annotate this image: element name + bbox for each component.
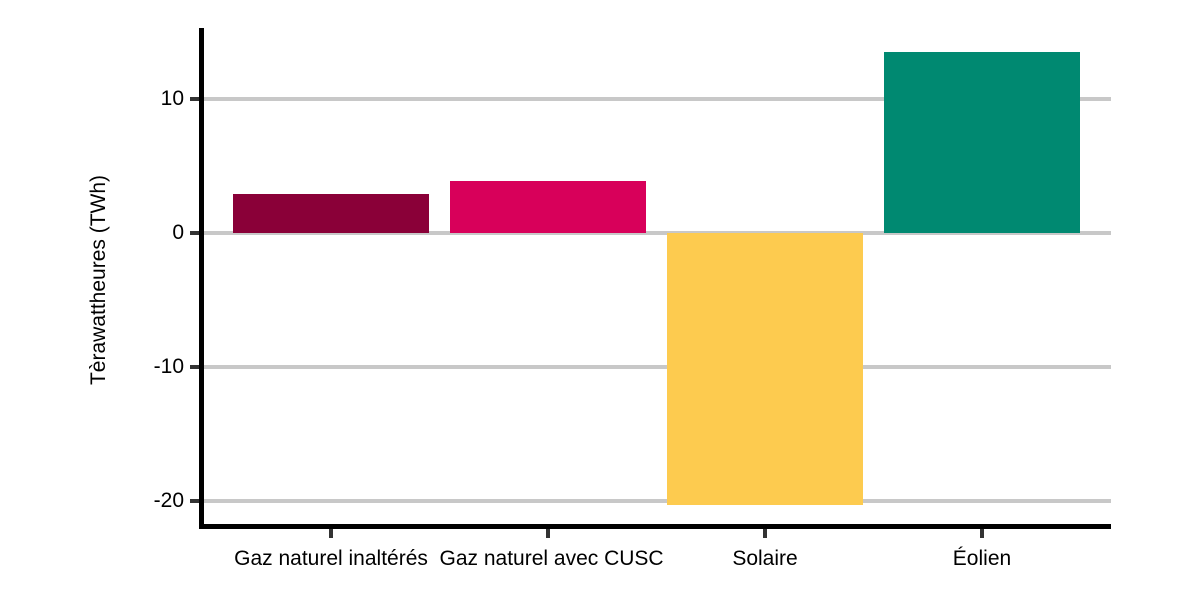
- y-axis-tick-label: -10: [153, 355, 184, 378]
- y-axis-tick: [190, 499, 199, 503]
- gridline-y-10: [204, 97, 1111, 101]
- x-axis-tick: [980, 529, 984, 538]
- y-axis-tick-label: 0: [172, 221, 184, 244]
- y-axis-tick: [190, 231, 199, 235]
- x-axis-tick: [763, 529, 767, 538]
- x-axis-label-gaz-naturel-avec-cusc: Gaz naturel avec CUSC: [439, 547, 664, 570]
- gridline-y--10: [204, 365, 1111, 369]
- gridline-y--20: [204, 499, 1111, 503]
- bar-gaz-naturel-avec-cusc: [450, 180, 646, 233]
- bar-eolien: [884, 52, 1080, 233]
- bar-solaire: [667, 233, 863, 506]
- y-axis-line: [199, 28, 204, 529]
- x-axis-line: [199, 524, 1111, 529]
- y-axis-tick: [190, 97, 199, 101]
- x-axis-label-eolien: Éolien: [952, 547, 1012, 570]
- y-axis-tick-label: 10: [160, 87, 184, 110]
- bar-gaz-naturel-inalteres: [233, 194, 429, 233]
- x-axis-tick: [546, 529, 550, 538]
- x-axis-label-gaz-naturel-inalteres: Gaz naturel inaltérés: [234, 547, 428, 570]
- y-axis-tick: [190, 365, 199, 369]
- x-axis-label-solaire: Solaire: [732, 547, 798, 570]
- x-axis-tick: [329, 529, 333, 538]
- y-axis-tick-label: -20: [153, 489, 184, 512]
- gridline-y-0: [204, 231, 1111, 235]
